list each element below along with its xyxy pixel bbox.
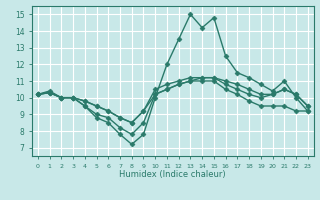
X-axis label: Humidex (Indice chaleur): Humidex (Indice chaleur) (119, 170, 226, 179)
